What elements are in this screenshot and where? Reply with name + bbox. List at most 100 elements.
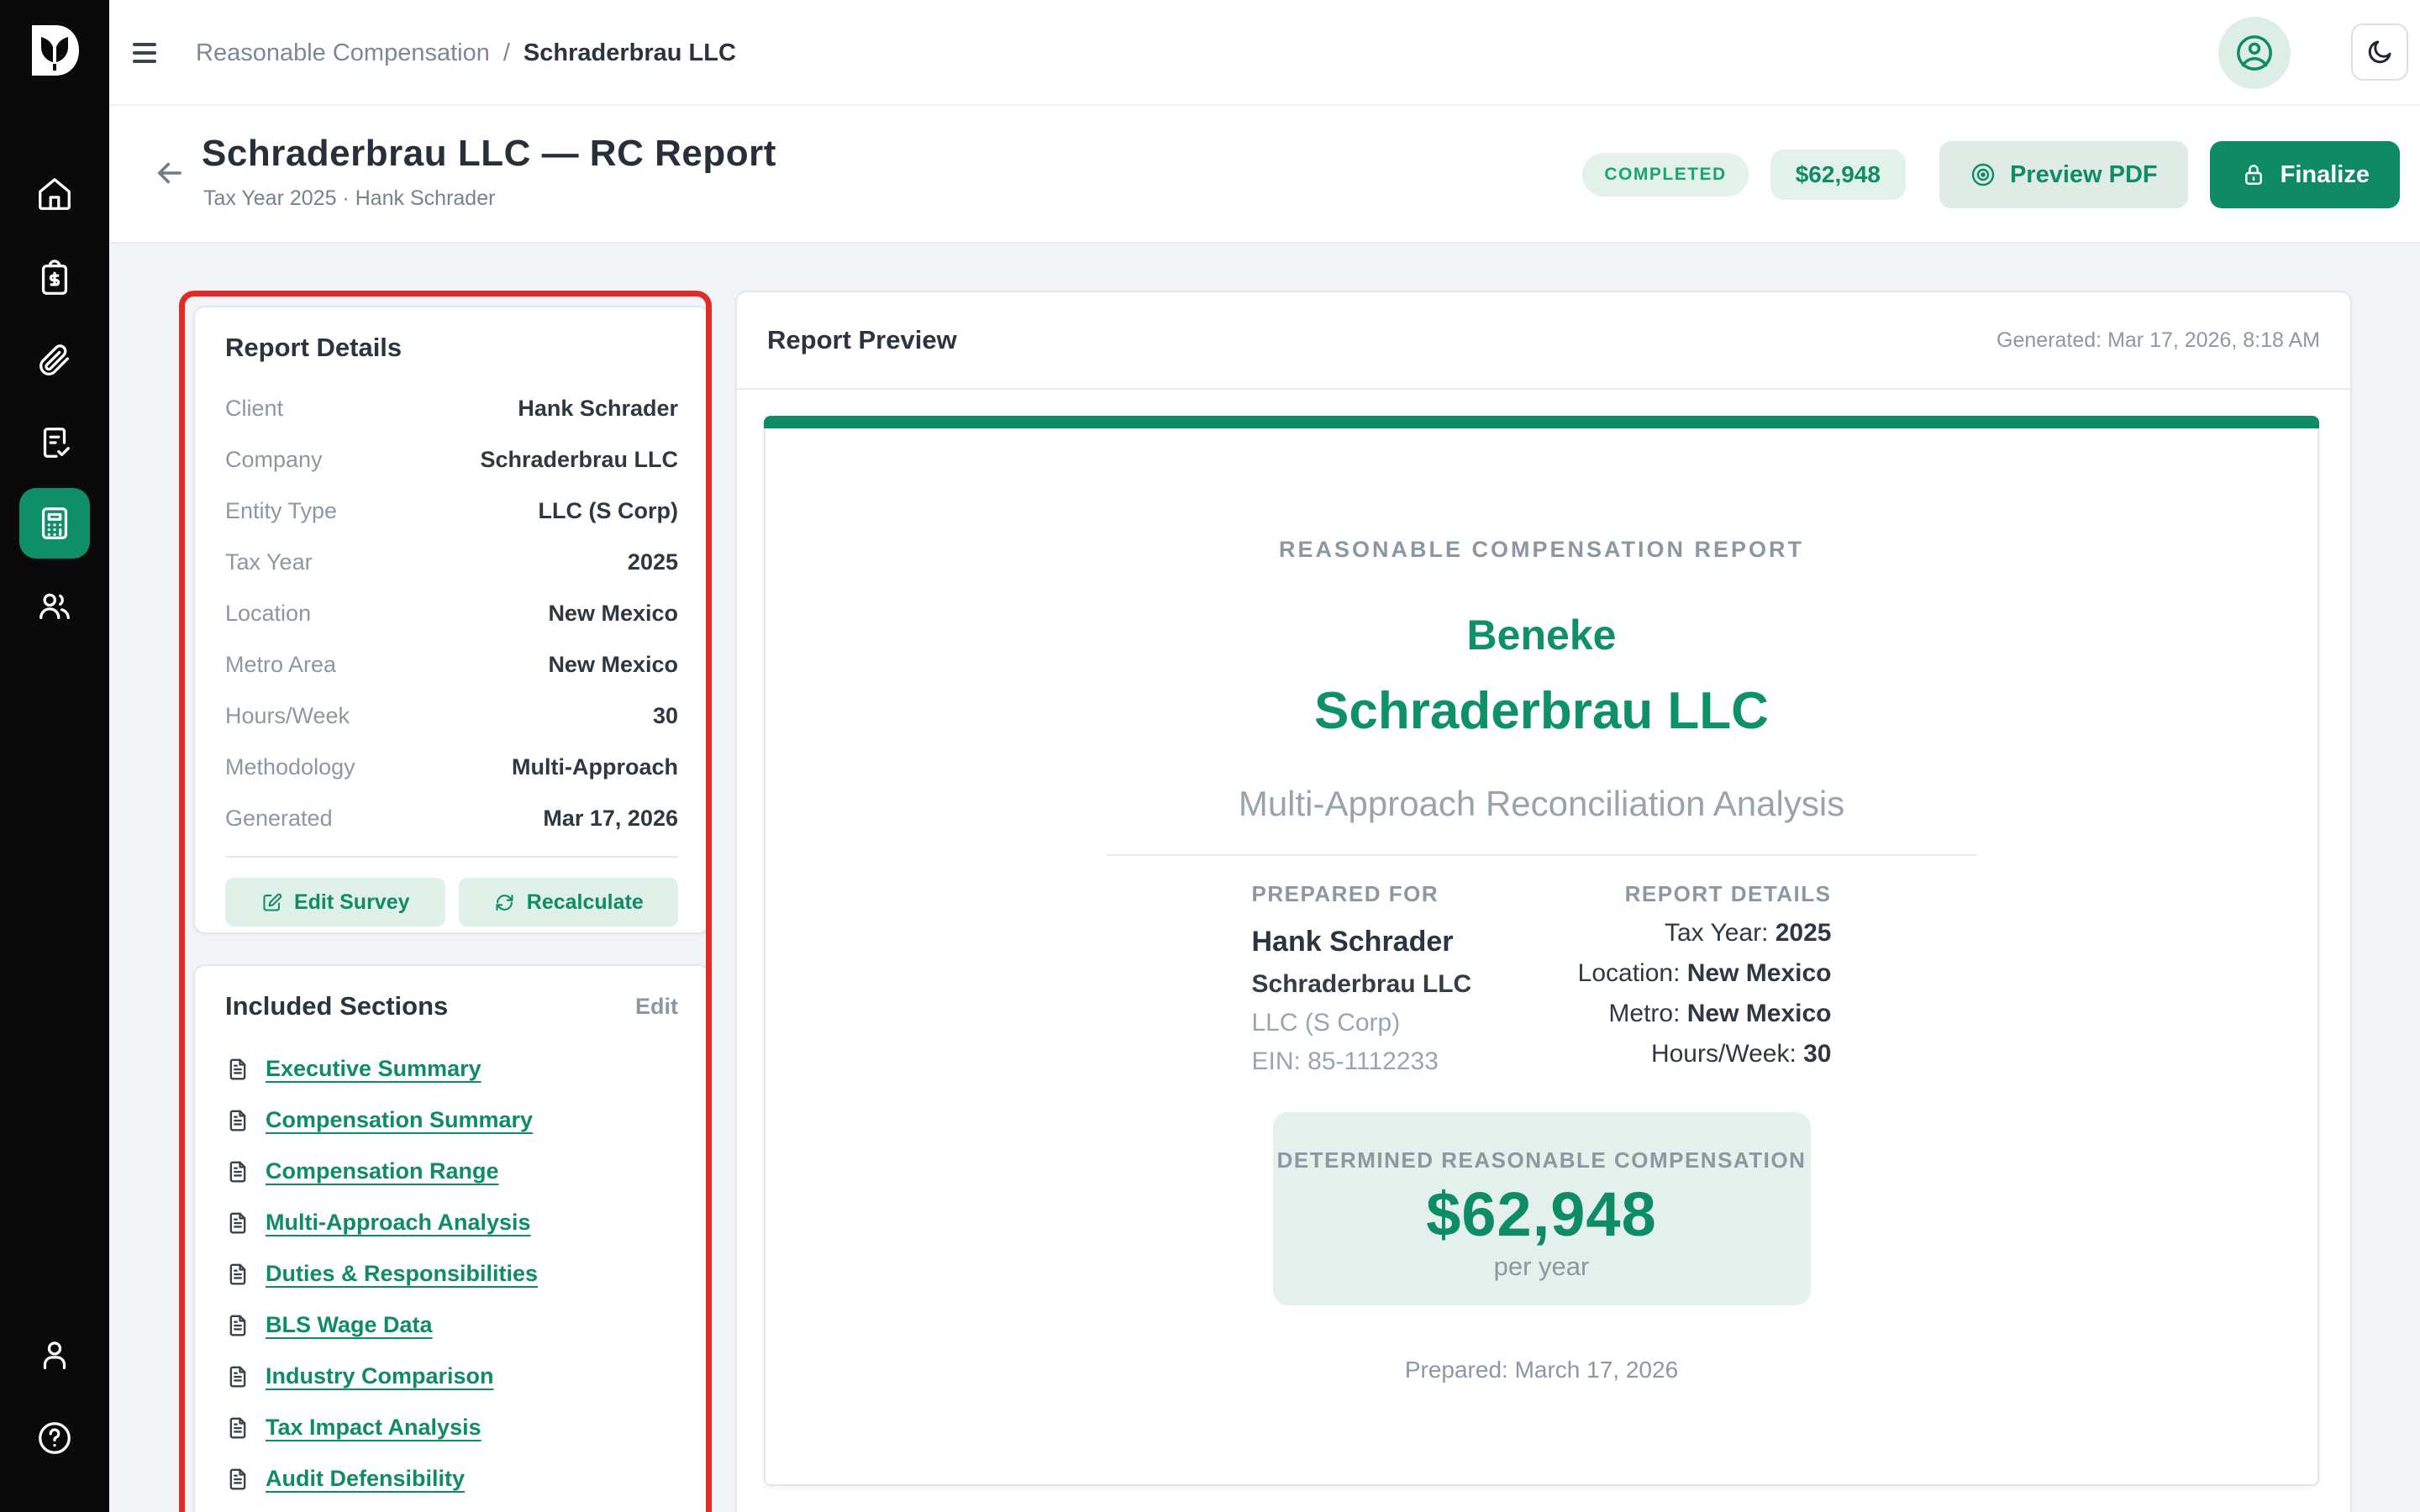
determination-amount: $62,948 <box>1426 1179 1657 1249</box>
header-actions: COMPLETED $62,948 Preview PDF Finalize <box>1582 106 2400 244</box>
section-item: Executive Summary <box>225 1043 678 1095</box>
document-icon <box>229 1315 246 1336</box>
doc-detail-row: Location: New Mexico <box>1577 959 1832 987</box>
document-icon <box>229 1263 246 1284</box>
doc-detail-row: Tax Year: 2025 <box>1664 919 1832 947</box>
sidebar-item-home[interactable] <box>19 159 90 229</box>
sidebar-item-help[interactable] <box>19 1403 90 1473</box>
breadcrumb-parent[interactable]: Reasonable Compensation <box>196 39 490 66</box>
document-icon <box>229 1366 246 1387</box>
section-item: Duties & Responsibilities <box>225 1248 678 1299</box>
back-button[interactable] <box>150 153 190 193</box>
home-icon <box>39 178 71 210</box>
page-subtitle: Tax Year 2025 · Hank Schrader <box>203 186 496 210</box>
edit-survey-button[interactable]: Edit Survey <box>225 878 445 927</box>
prepared-for-ein: EIN: 85-1112233 <box>1251 1047 1439 1075</box>
report-details-title: Report Details <box>225 333 402 362</box>
report-details-column: REPORT DETAILS Tax Year: 2025 Location: … <box>1578 881 1832 1076</box>
document-divider <box>1106 854 1977 856</box>
detail-row: Hours/Week 30 <box>225 703 678 728</box>
breadcrumb: Reasonable Compensation / Schraderbrau L… <box>196 0 736 106</box>
included-sections-title: Included Sections <box>225 991 449 1021</box>
section-item: Tax Impact Analysis <box>225 1402 678 1453</box>
sidebar-item-profile[interactable] <box>19 1320 90 1390</box>
breadcrumb-separator: / <box>502 39 510 66</box>
detail-row: Location New Mexico <box>225 601 678 626</box>
report-details-label: REPORT DETAILS <box>1624 881 1832 906</box>
determination-period: per year <box>1493 1252 1590 1281</box>
app-logo-icon[interactable] <box>30 25 79 76</box>
arrow-left-icon <box>158 162 182 184</box>
user-avatar-button[interactable] <box>2218 17 2291 89</box>
section-item: Audit Defensibility <box>225 1453 678 1504</box>
moon-icon <box>2368 40 2391 64</box>
amount-badge: $62,948 <box>1770 150 1906 200</box>
section-item: Compensation Range <box>225 1146 678 1197</box>
report-preview-card: Report Preview Generated: Mar 17, 2026, … <box>735 291 2352 1512</box>
edit-pencil-icon <box>263 893 282 911</box>
section-item: Industry Comparison <box>225 1351 678 1402</box>
sidebar-item-clipboard-billing[interactable] <box>19 243 90 313</box>
sidebar-item-surveys[interactable] <box>19 407 90 478</box>
prepared-for-entity: LLC (S Corp) <box>1251 1009 1401 1037</box>
document-icon <box>229 1212 246 1233</box>
refresh-icon <box>496 894 513 911</box>
document-icon <box>229 1161 246 1182</box>
detail-row: Company Schraderbrau LLC <box>225 447 678 472</box>
top-bar: Reasonable Compensation / Schraderbrau L… <box>109 0 2420 106</box>
sidebar <box>0 0 109 1512</box>
eye-icon <box>1971 163 1995 186</box>
detail-row: Tax Year 2025 <box>225 549 678 575</box>
dark-mode-toggle[interactable] <box>2351 24 2408 81</box>
person-icon <box>43 1341 66 1369</box>
document-icon <box>229 1468 246 1489</box>
section-item: BLS Wage Data <box>225 1299 678 1351</box>
user-circle-icon <box>2237 35 2272 71</box>
edit-survey-label: Edit Survey <box>293 890 410 914</box>
generated-timestamp: Generated: Mar 17, 2026, 8:18 AM <box>1996 328 2320 352</box>
divider <box>225 856 678 858</box>
detail-row: Entity Type LLC (S Corp) <box>225 498 678 523</box>
document-accent-bar <box>764 416 2319 428</box>
paperclip-icon <box>39 344 69 375</box>
detail-row: Generated Mar 17, 2026 <box>225 806 678 831</box>
detail-row: Metro Area New Mexico <box>225 652 678 677</box>
report-document-preview: REASONABLE COMPENSATION REPORT Beneke Sc… <box>764 416 2319 1486</box>
sidebar-item-clients[interactable] <box>19 571 90 642</box>
clipboard-dollar-icon <box>41 260 68 295</box>
document-subtitle: Multi-Approach Reconciliation Analysis <box>1238 784 1845 823</box>
hamburger-menu-button[interactable] <box>133 36 168 70</box>
included-sections-card: Included Sections Edit Executive Summary… <box>193 964 710 1512</box>
document-columns: PREPARED FOR Hank Schrader Schraderbrau … <box>1252 881 1832 1076</box>
document-prepared-date: Prepared: March 17, 2026 <box>1404 1357 1679 1383</box>
section-item: Compensation Summary <box>225 1095 678 1146</box>
status-badge: COMPLETED <box>1582 153 1749 197</box>
prepared-for-label: PREPARED FOR <box>1251 881 1439 906</box>
prepared-for-name: Hank Schrader <box>1251 926 1454 958</box>
page-title: Schraderbrau LLC — RC Report <box>202 133 776 174</box>
document-firm-name: Beneke <box>1466 612 1617 659</box>
doc-detail-row: Metro: New Mexico <box>1608 1000 1832 1027</box>
preview-pdf-button[interactable]: Preview PDF <box>1939 141 2188 208</box>
report-preview-header: Report Preview Generated: Mar 17, 2026, … <box>737 292 2350 390</box>
section-item: Multi-Approach Analysis <box>225 1197 678 1248</box>
document-company-name: Schraderbrau LLC <box>1314 682 1769 740</box>
finalize-label: Finalize <box>2280 160 2370 188</box>
document-eyebrow: REASONABLE COMPENSATION REPORT <box>1278 537 1805 562</box>
sidebar-item-rc-reports-active[interactable] <box>19 488 90 559</box>
document-icon <box>229 1417 246 1438</box>
report-details-actions: Edit Survey Recalculate <box>225 878 678 927</box>
sidebar-item-attachments[interactable] <box>19 325 90 396</box>
finalize-button[interactable]: Finalize <box>2209 141 2400 208</box>
determined-compensation-box: DETERMINED REASONABLE COMPENSATION $62,9… <box>1272 1112 1811 1305</box>
lock-icon <box>2244 165 2262 185</box>
main-content: Report Details Client Hank Schrader Compa… <box>109 244 2420 1512</box>
doc-detail-row: Hours/Week: 30 <box>1650 1040 1832 1068</box>
report-details-card: Report Details Client Hank Schrader Compa… <box>193 306 710 934</box>
edit-sections-link[interactable]: Edit <box>635 993 678 1019</box>
recalculate-button[interactable]: Recalculate <box>458 878 678 927</box>
breadcrumb-current: Schraderbrau LLC <box>523 39 736 66</box>
preview-pdf-label: Preview PDF <box>2009 160 2158 188</box>
detail-row: Methodology Multi-Approach <box>225 754 678 780</box>
